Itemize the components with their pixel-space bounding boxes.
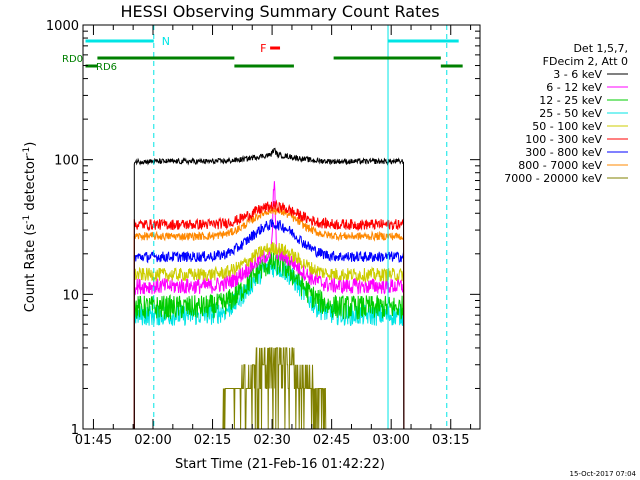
- ylabel-sup2: -1: [22, 147, 32, 156]
- y-tick-label: 100: [54, 154, 79, 169]
- legend-entry-label: 12 - 25 keV: [539, 94, 602, 107]
- y-tick-label: 1000: [46, 19, 79, 34]
- y-axis-label: Count Rate (s-1 detector-1): [22, 142, 38, 313]
- legend-entry-label: 300 - 800 keV: [525, 146, 602, 159]
- series-line: [133, 251, 405, 429]
- y-axis: 1 10 100 1000: [46, 19, 480, 438]
- y-tick-label: 10: [62, 288, 79, 303]
- chart-title: HESSI Observing Summary Count Rates: [120, 2, 439, 21]
- night-label: N: [162, 35, 170, 48]
- legend-entry-label: 50 - 100 keV: [532, 120, 602, 133]
- x-tick-label: 02:45: [313, 433, 350, 448]
- legend-header-det: Det 1,5,7,: [573, 42, 628, 55]
- x-axis: 01:45 02:00 02:15 02:30 02:45 03:00 03:15: [75, 25, 472, 448]
- x-tick-label: 03:00: [372, 433, 409, 448]
- x-tick-label: 02:30: [253, 433, 290, 448]
- series-line: [133, 242, 405, 429]
- annotation-layer: N F RD0 RD6: [62, 25, 463, 429]
- legend-entry-label: 6 - 12 keV: [546, 81, 602, 94]
- footer-timestamp: 15-Oct-2017 07:04: [570, 470, 637, 478]
- x-tick-label: 02:15: [194, 433, 231, 448]
- x-tick-label: 01:45: [75, 433, 112, 448]
- series-line: [133, 205, 405, 429]
- rd0-label: RD0: [62, 54, 83, 65]
- x-tick-label: 02:00: [134, 433, 171, 448]
- ylabel-main: Count Rate (s: [23, 224, 38, 313]
- legend-entry-label: 7000 - 20000 keV: [504, 172, 602, 185]
- legend-entry-label: 3 - 6 keV: [553, 68, 602, 81]
- series-layer: [133, 147, 405, 429]
- legend-entry-label: 25 - 50 keV: [539, 107, 602, 120]
- x-tick-label: 03:15: [432, 433, 469, 448]
- ylabel-mid: detector: [23, 155, 38, 215]
- series-line: [133, 218, 405, 429]
- ylabel-end: ): [23, 142, 38, 147]
- plot-frame: [82, 24, 481, 430]
- y-tick-label: 1: [71, 423, 79, 438]
- x-axis-label: Start Time (21-Feb-16 01:42:22): [175, 457, 385, 472]
- series-line: [133, 199, 405, 429]
- series-line: [134, 347, 404, 429]
- legend-entry-label: 100 - 300 keV: [525, 133, 602, 146]
- legend-header-fdecim: FDecim 2, Att 0: [543, 55, 628, 68]
- flare-label: F: [260, 42, 266, 55]
- rd6-label: RD6: [96, 62, 117, 73]
- legend-entry-label: 800 - 7000 keV: [518, 159, 602, 172]
- ylabel-sup1: -1: [22, 215, 32, 224]
- series-line: [133, 147, 405, 429]
